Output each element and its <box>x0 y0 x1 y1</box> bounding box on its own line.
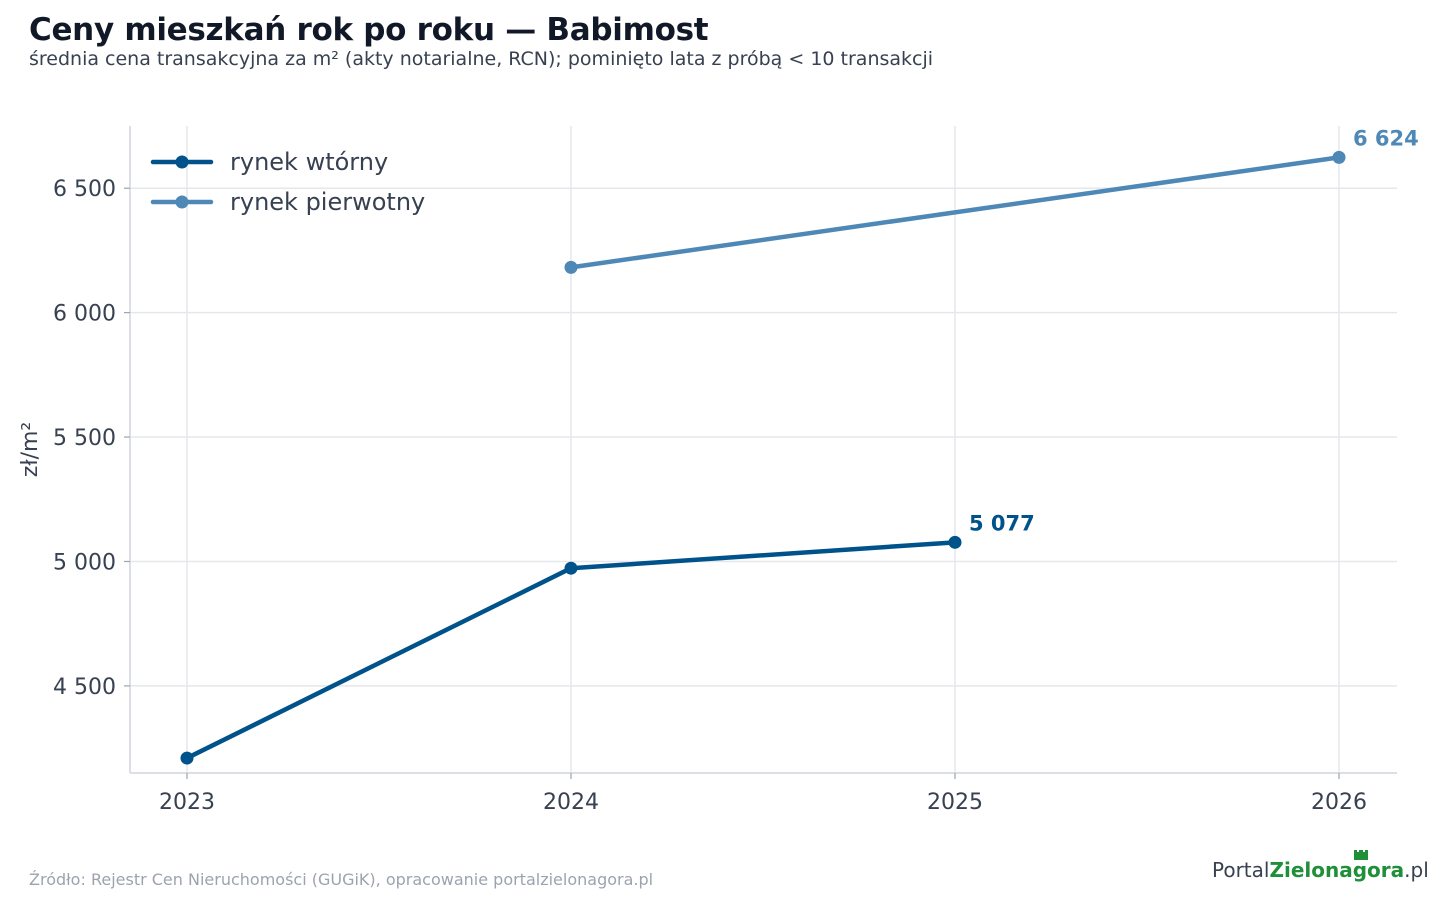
legend-label: rynek pierwotny <box>230 188 425 216</box>
logo-part-domain: .pl <box>1404 858 1429 882</box>
data-point <box>180 751 194 765</box>
chart-subtitle: średnia cena transakcyjna za m² (akty no… <box>29 48 934 70</box>
series-line-2 <box>568 155 1342 270</box>
y-tick-label: 6 000 <box>53 302 116 327</box>
chart-title: Ceny mieszkań rok po roku — Babimost <box>29 12 709 48</box>
legend-label: rynek wtórny <box>230 148 388 176</box>
logo-part-zielonagora: Zielonagora <box>1269 858 1405 882</box>
data-label: 5 077 <box>969 511 1035 535</box>
y-tick-label: 5 500 <box>53 426 116 451</box>
data-point <box>1332 150 1346 164</box>
x-tick-label: 2026 <box>1311 790 1367 815</box>
portal-logo: PortalZielonagora.pl <box>1212 858 1429 882</box>
x-tick-label: 2025 <box>927 790 983 815</box>
legend-marker <box>175 195 189 209</box>
data-label: 6 624 <box>1353 126 1419 150</box>
data-point <box>564 260 578 274</box>
x-tick-label: 2024 <box>543 790 599 815</box>
source-note: Źródło: Rejestr Cen Nieruchomości (GUGiK… <box>29 870 654 889</box>
y-tick-label: 5 000 <box>53 550 116 575</box>
data-point <box>564 561 578 575</box>
logo-part-portal: Portal <box>1212 858 1270 882</box>
x-tick-label: 2023 <box>159 790 215 815</box>
legend-marker <box>175 155 189 169</box>
castle-icon <box>1354 850 1368 860</box>
y-axis-label: zł/m² <box>18 422 43 477</box>
y-tick-label: 4 500 <box>53 675 116 700</box>
data-point <box>948 535 962 549</box>
y-tick-label: 6 500 <box>53 177 116 202</box>
